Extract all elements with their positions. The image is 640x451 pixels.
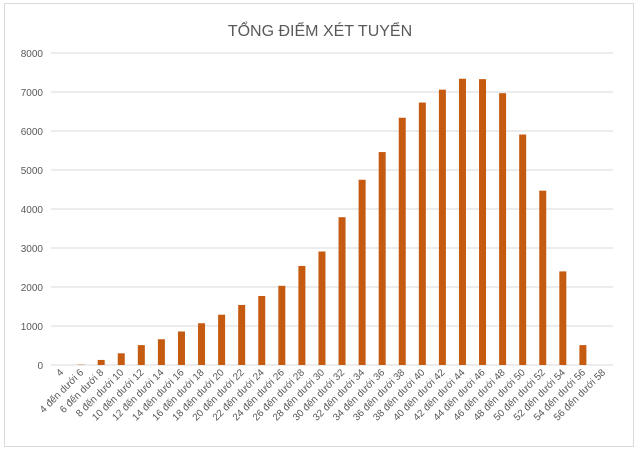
bar [157,339,165,365]
chart-title: TỔNG ĐIỂM XÉT TUYỂN [228,21,412,40]
bar [479,79,487,365]
bar [418,102,426,365]
bar [579,345,587,365]
bar [378,152,386,365]
bar [198,323,206,365]
y-tick-label: 8000 [21,49,44,60]
bar [539,190,547,365]
bar [519,134,527,365]
bar-chart: TỔNG ĐIỂM XÉT TUYỂN 0 1000 2000 3000 4000 500… [21,21,613,423]
bar [177,331,185,365]
bar [258,295,266,365]
bar [218,314,226,365]
y-tick-label: 3000 [21,244,44,255]
y-axis: 0 1000 2000 3000 4000 5000 6000 7000 8000 [21,49,44,372]
y-tick-label: 4000 [21,205,44,216]
x-tick-label: 4 [54,367,66,379]
y-tick-label: 5000 [21,166,44,177]
bar [278,285,286,365]
bar [318,251,326,365]
y-tick-label: 7000 [21,88,44,99]
chart-frame: TỔNG ĐIỂM XÉT TUYỂN 0 1000 2000 3000 4000 500… [4,3,634,447]
bar [438,89,446,365]
y-tick-label: 6000 [21,127,44,138]
bar [97,359,105,365]
bar [117,353,125,365]
y-tick-label: 2000 [21,283,44,294]
bar [559,271,567,365]
bar [398,117,406,366]
gridlines [51,52,613,366]
y-tick-label: 0 [37,361,43,372]
bar [458,78,466,366]
x-axis: 44 đến dưới 66 đến dưới 88 đến dưới 1010… [37,366,608,423]
bar [358,179,366,365]
bar [499,93,507,366]
bar [137,345,145,365]
bar [238,304,246,365]
bars [77,78,587,366]
y-tick-label: 1000 [21,322,44,333]
bar [298,265,306,365]
bar [338,217,346,365]
